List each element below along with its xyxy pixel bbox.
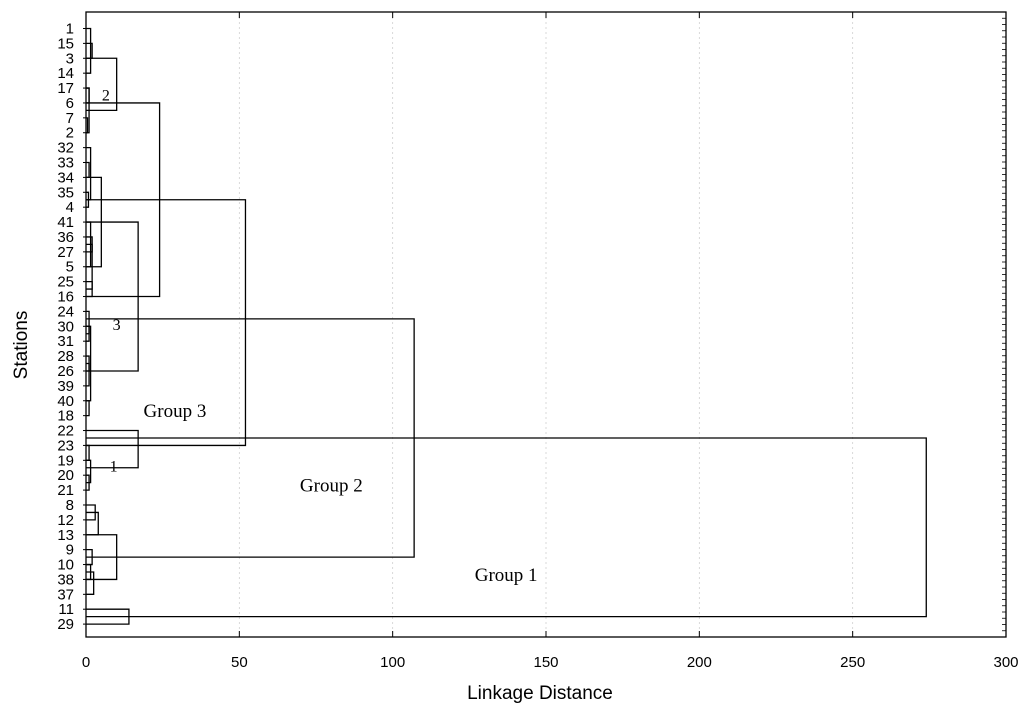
x-tick-label: 150 (533, 654, 558, 671)
dendrogram-links (86, 27, 927, 625)
station-label-30: 30 (57, 318, 74, 335)
grid-lines (238, 12, 854, 637)
station-label-36: 36 (57, 229, 74, 246)
y-axis-ticks: 1153141767232333435441362752516243031282… (57, 21, 86, 633)
x-tick-label: 50 (231, 654, 248, 671)
x-tick-label: 100 (380, 654, 405, 671)
y-axis-title: Stations (11, 311, 32, 380)
x-axis-title: Linkage Distance (467, 683, 613, 704)
merge-link-15 (86, 310, 90, 335)
station-label-37: 37 (57, 586, 74, 603)
station-label-10: 10 (57, 557, 74, 574)
station-label-19: 19 (57, 452, 74, 469)
annotation-group-3: Group 3 (144, 401, 207, 422)
merge-link-19 (86, 325, 92, 402)
station-label-32: 32 (57, 140, 74, 157)
station-label-16: 16 (57, 289, 74, 306)
station-label-18: 18 (57, 408, 74, 425)
station-label-21: 21 (57, 482, 74, 499)
merge-link-28 (86, 511, 99, 536)
station-label-27: 27 (57, 244, 74, 261)
station-label-39: 39 (57, 378, 74, 395)
station-label-28: 28 (57, 348, 74, 365)
station-label-11: 11 (58, 601, 74, 618)
station-label-17: 17 (57, 80, 74, 97)
station-label-40: 40 (57, 393, 74, 410)
merge-link-35 (86, 437, 927, 618)
station-label-13: 13 (57, 527, 74, 544)
x-tick-label: 0 (82, 654, 90, 671)
x-tick-label: 250 (840, 654, 865, 671)
station-label-41: 41 (57, 214, 74, 231)
merge-link-25 (86, 429, 139, 469)
station-label-4: 4 (66, 199, 74, 216)
annotation-group-1: Group 1 (475, 565, 538, 586)
station-label-35: 35 (57, 184, 74, 201)
station-label-22: 22 (57, 423, 74, 440)
station-label-12: 12 (57, 512, 74, 529)
merge-link-24 (86, 459, 92, 484)
station-label-20: 20 (57, 467, 74, 484)
station-label-2: 2 (66, 125, 74, 142)
station-label-38: 38 (57, 571, 74, 588)
station-label-8: 8 (66, 497, 74, 514)
station-label-1: 1 (66, 21, 74, 38)
station-label-24: 24 (57, 303, 74, 320)
station-label-14: 14 (57, 65, 74, 82)
station-label-5: 5 (66, 259, 74, 276)
station-label-31: 31 (57, 333, 74, 350)
station-label-6: 6 (66, 95, 74, 112)
merge-link-31 (86, 571, 95, 595)
station-label-23: 23 (57, 437, 74, 454)
x-tick-label: 200 (687, 654, 712, 671)
merge-link-1 (86, 27, 92, 74)
annotation-2: 2 (102, 88, 110, 105)
x-tick-label: 300 (993, 654, 1018, 671)
station-label-7: 7 (66, 110, 74, 127)
station-label-15: 15 (57, 35, 74, 52)
cluster-annotations: 2 3 1 Group 3 Group 2 Group 1 (102, 88, 538, 586)
station-label-3: 3 (66, 50, 74, 67)
annotation-group-2: Group 2 (300, 475, 363, 496)
annotation-1: 1 (110, 458, 118, 475)
station-label-26: 26 (57, 363, 74, 380)
merge-link-26 (86, 199, 247, 447)
station-label-34: 34 (57, 169, 74, 186)
annotation-3: 3 (113, 317, 121, 334)
station-label-25: 25 (57, 274, 74, 291)
merge-link-17 (86, 362, 90, 387)
station-label-29: 29 (57, 616, 74, 633)
station-label-9: 9 (66, 542, 74, 559)
x-axis-ticks: 0 50 100 150 200 250 300 (82, 11, 1019, 671)
station-label-33: 33 (57, 155, 74, 172)
merge-link-5 (86, 57, 118, 112)
